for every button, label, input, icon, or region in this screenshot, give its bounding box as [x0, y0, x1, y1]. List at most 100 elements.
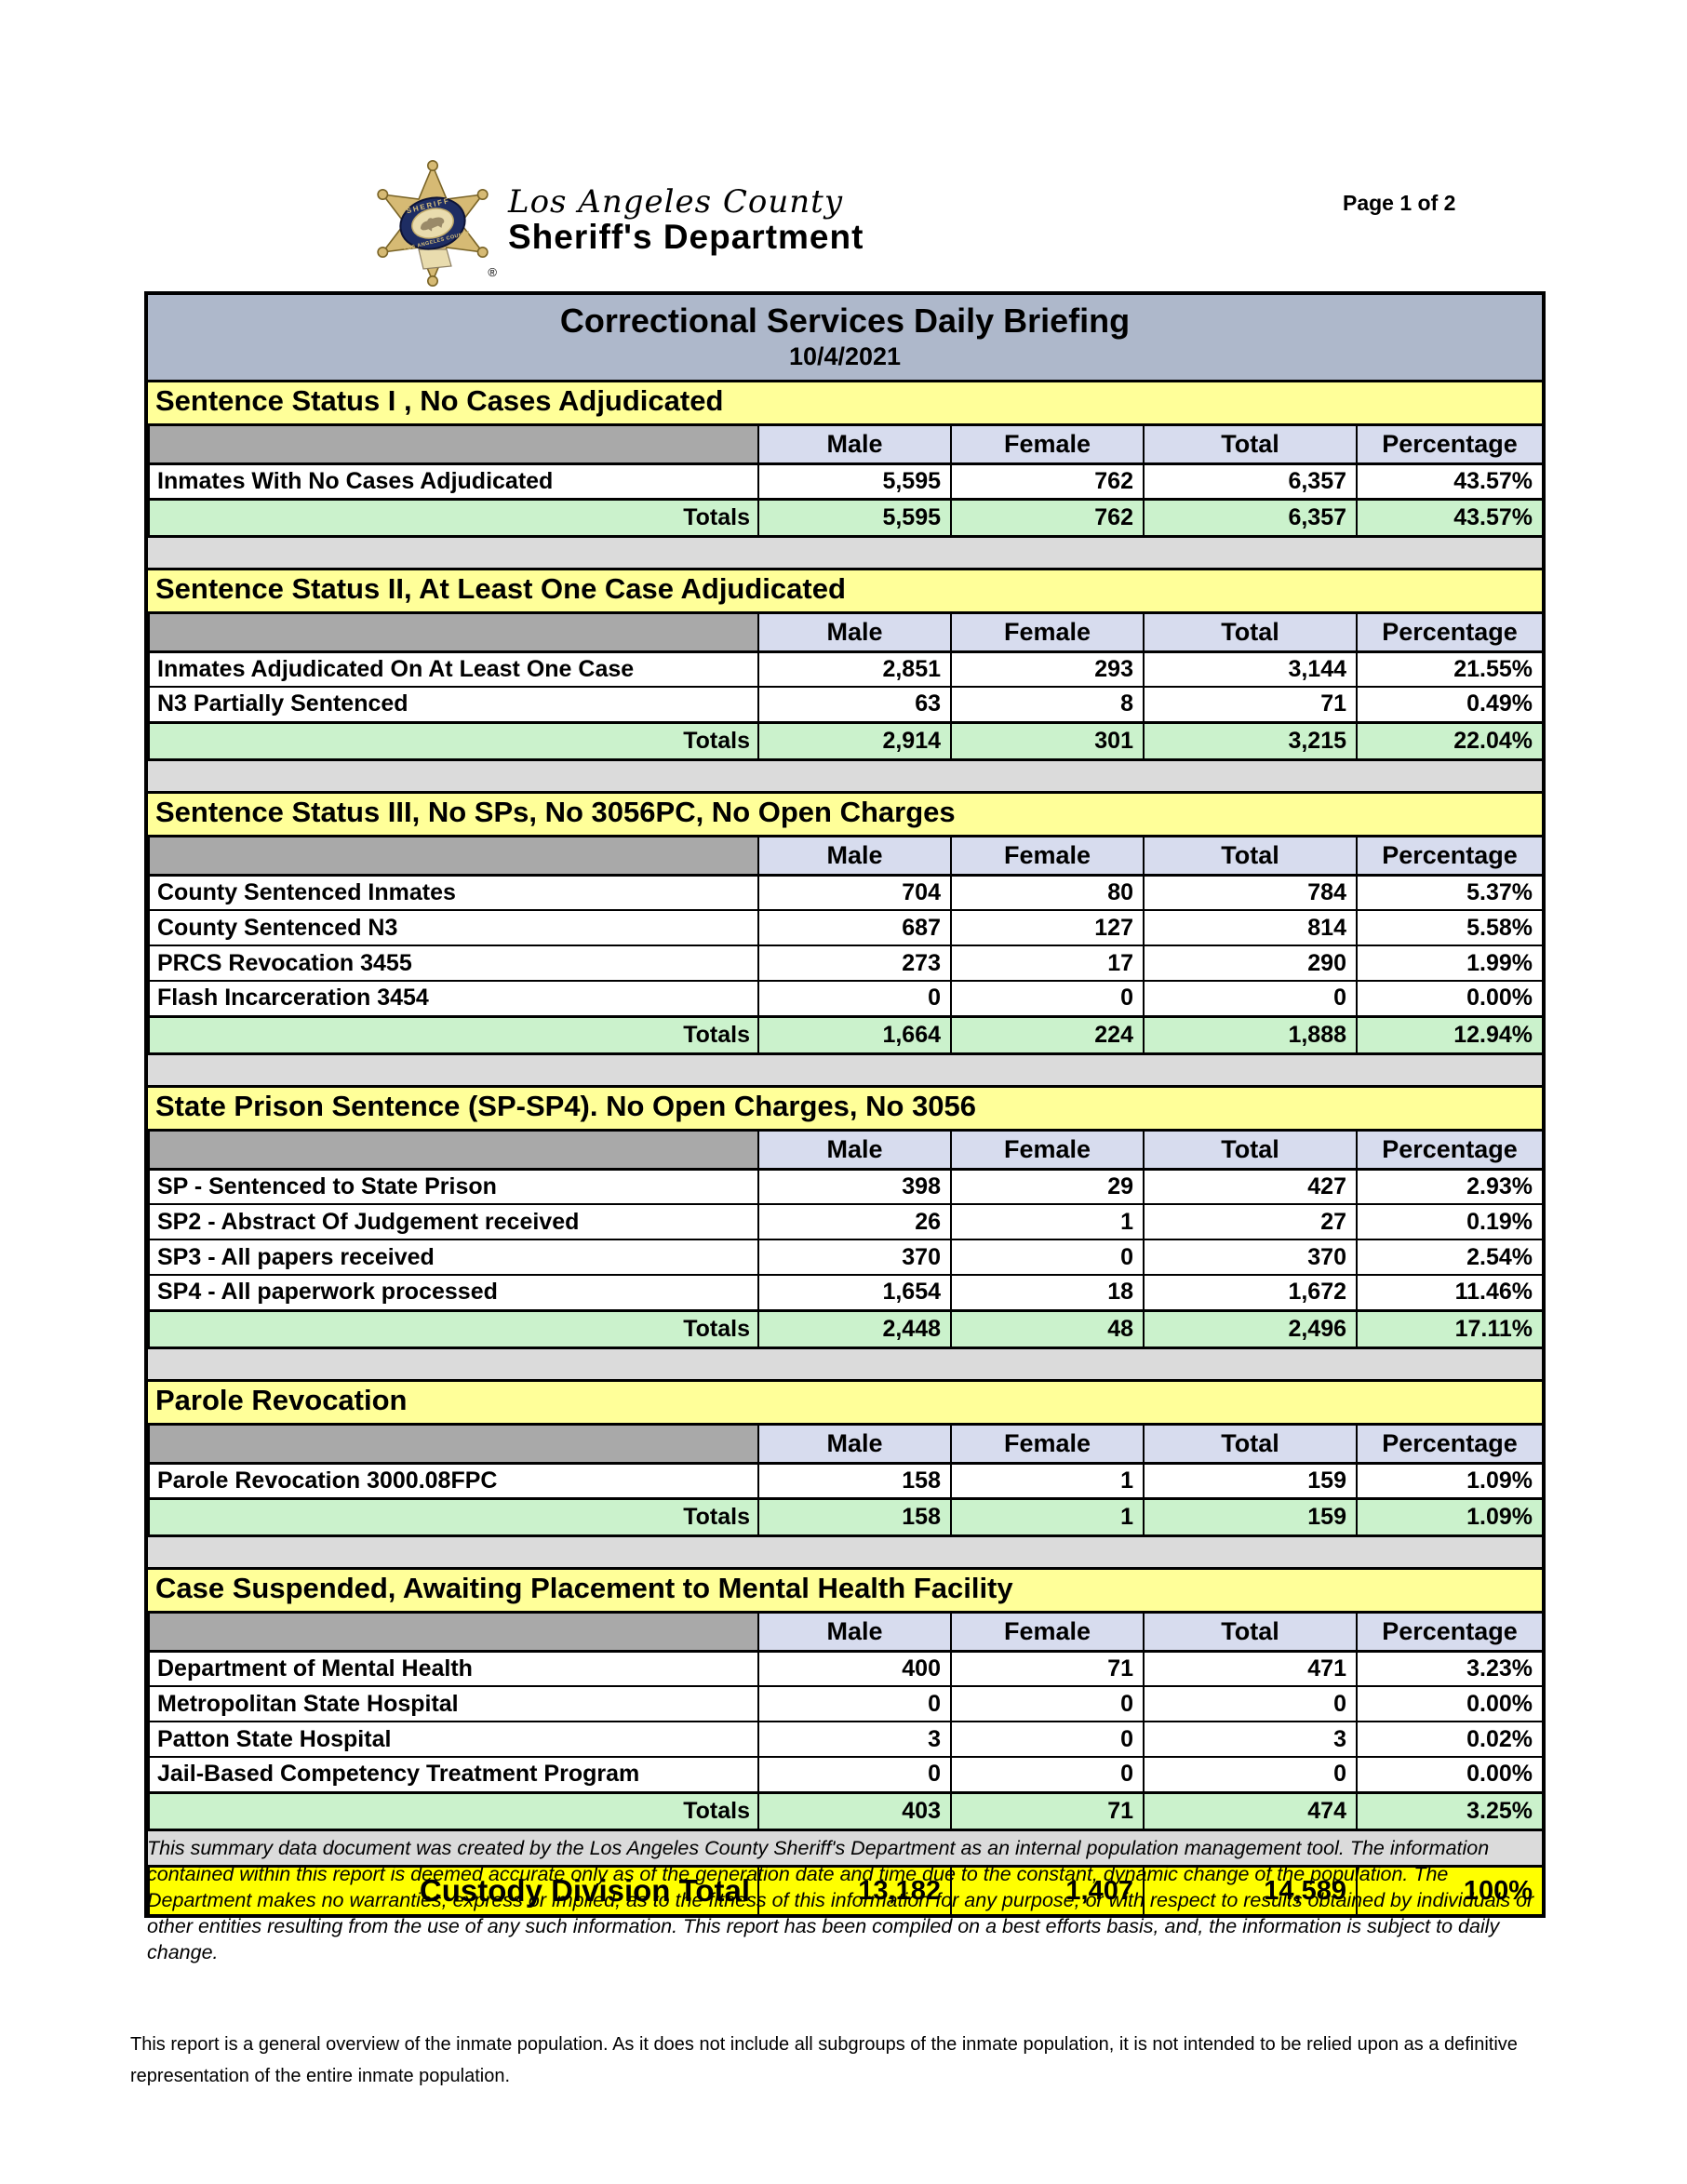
column-header-row: Male Female Total Percentage [148, 614, 1544, 653]
totals-total: 2,496 [1143, 1308, 1358, 1347]
totals-row: Totals 5,595 762 6,357 43.57% [148, 497, 1544, 535]
cell-female: 29 [950, 1168, 1145, 1205]
cell-total: 27 [1143, 1203, 1358, 1240]
totals-male: 2,448 [757, 1308, 952, 1347]
cell-male: 158 [757, 1462, 952, 1499]
col-header-percentage: Percentage [1356, 1614, 1544, 1653]
section-spacer [148, 1347, 1542, 1382]
table-row: Jail-Based Competency Treatment Program … [148, 1756, 1544, 1793]
table-row: Inmates With No Cases Adjudicated 5,595 … [148, 462, 1544, 500]
section-spacer [148, 1829, 1542, 1868]
col-header-total: Total [1143, 837, 1358, 877]
section-table: Male Female Total Percentage SP - Senten… [148, 1132, 1544, 1347]
cell-female: 293 [950, 650, 1145, 688]
totals-male: 1,664 [757, 1014, 952, 1052]
cell-male: 2,851 [757, 650, 952, 688]
cell-female: 80 [950, 874, 1145, 911]
section-sentence-status-1: Sentence Status I , No Cases Adjudicated… [148, 382, 1544, 570]
row-label: County Sentenced N3 [148, 909, 759, 946]
totals-percentage: 17.11% [1356, 1308, 1544, 1347]
column-header-row: Male Female Total Percentage [148, 1426, 1544, 1465]
lasd-logo: SHERIFF LOS ANGELES COUNTY ® Los Angeles… [361, 158, 940, 287]
col-header-female: Female [950, 1132, 1145, 1171]
section-parole-revocation: Parole Revocation Male Female Total Perc… [148, 1382, 1544, 1570]
row-label: Patton State Hospital [148, 1721, 759, 1758]
cell-male: 398 [757, 1168, 952, 1205]
cell-percentage: 0.00% [1356, 1756, 1544, 1793]
totals-female: 71 [950, 1790, 1145, 1829]
cell-female: 1 [950, 1462, 1145, 1499]
table-row: Patton State Hospital 3 0 3 0.02% [148, 1721, 1544, 1758]
cell-female: 0 [950, 980, 1145, 1017]
cell-male: 687 [757, 909, 952, 946]
cell-total: 159 [1143, 1462, 1358, 1499]
totals-label: Totals [148, 1014, 759, 1052]
row-label: Metropolitan State Hospital [148, 1685, 759, 1722]
totals-percentage: 43.57% [1356, 497, 1544, 535]
row-label: SP4 - All paperwork processed [148, 1274, 759, 1311]
totals-total: 3,215 [1143, 720, 1358, 758]
col-header-male: Male [757, 614, 952, 653]
report-title-band: Correctional Services Daily Briefing 10/… [148, 295, 1542, 382]
totals-female: 1 [950, 1496, 1145, 1534]
col-header-corner [148, 837, 759, 877]
table-row: SP - Sentenced to State Prison 398 29 42… [148, 1168, 1544, 1205]
grand-total-female: 1,407 [950, 1868, 1145, 1914]
row-label: County Sentenced Inmates [148, 874, 759, 911]
cell-male: 0 [757, 980, 952, 1017]
totals-row: Totals 1,664 224 1,888 12.94% [148, 1014, 1544, 1052]
cell-male: 1,654 [757, 1274, 952, 1311]
col-header-total: Total [1143, 1132, 1358, 1171]
totals-female: 48 [950, 1308, 1145, 1347]
totals-total: 159 [1143, 1496, 1358, 1534]
cell-female: 0 [950, 1756, 1145, 1793]
table-row: Parole Revocation 3000.08FPC 158 1 159 1… [148, 1462, 1544, 1499]
col-header-corner [148, 1426, 759, 1465]
table-row: Department of Mental Health 400 71 471 3… [148, 1650, 1544, 1687]
column-header-row: Male Female Total Percentage [148, 837, 1544, 877]
section-spacer [148, 535, 1542, 570]
disclaimer-text: This summary data document was created b… [147, 1837, 1534, 1963]
cell-female: 0 [950, 1685, 1145, 1722]
row-label: Inmates With No Cases Adjudicated [148, 462, 759, 500]
table-row: Metropolitan State Hospital 0 0 0 0.00% [148, 1685, 1544, 1722]
row-label: SP - Sentenced to State Prison [148, 1168, 759, 1205]
section-table: Male Female Total Percentage Inmates Wit… [148, 426, 1544, 535]
cell-male: 400 [757, 1650, 952, 1687]
report-date: 10/4/2021 [788, 342, 902, 370]
custody-division-total-row: Custody Division Total 13,182 1,407 14,5… [148, 1868, 1544, 1914]
section-title: Sentence Status III, No SPs, No 3056PC, … [148, 794, 1542, 837]
cell-total: 1,672 [1143, 1274, 1358, 1311]
section-title: State Prison Sentence (SP-SP4). No Open … [148, 1088, 1542, 1132]
section-state-prison-sentence: State Prison Sentence (SP-SP4). No Open … [148, 1088, 1544, 1382]
col-header-corner [148, 1132, 759, 1171]
cell-female: 762 [950, 462, 1145, 500]
section-table: Male Female Total Percentage Parole Revo… [148, 1426, 1544, 1534]
section-case-suspended-mental-health: Case Suspended, Awaiting Placement to Me… [148, 1570, 1544, 1868]
col-header-male: Male [757, 426, 952, 465]
col-header-percentage: Percentage [1356, 837, 1544, 877]
section-sentence-status-3: Sentence Status III, No SPs, No 3056PC, … [148, 794, 1544, 1088]
column-header-row: Male Female Total Percentage [148, 1614, 1544, 1653]
cell-percentage: 0.00% [1356, 1685, 1544, 1722]
col-header-corner [148, 614, 759, 653]
cell-female: 18 [950, 1274, 1145, 1311]
section-spacer [148, 1534, 1542, 1570]
totals-row: Totals 403 71 474 3.25% [148, 1790, 1544, 1829]
totals-label: Totals [148, 1308, 759, 1347]
totals-row: Totals 2,914 301 3,215 22.04% [148, 720, 1544, 758]
row-label: Department of Mental Health [148, 1650, 759, 1687]
row-label: SP2 - Abstract Of Judgement received [148, 1203, 759, 1240]
totals-female: 301 [950, 720, 1145, 758]
totals-female: 762 [950, 497, 1145, 535]
row-label: Jail-Based Competency Treatment Program [148, 1756, 759, 1793]
grand-total-percentage: 100% [1356, 1868, 1544, 1914]
totals-male: 2,914 [757, 720, 952, 758]
cell-percentage: 0.00% [1356, 980, 1544, 1017]
totals-male: 5,595 [757, 497, 952, 535]
section-title: Case Suspended, Awaiting Placement to Me… [148, 1570, 1542, 1614]
section-table: Male Female Total Percentage County Sent… [148, 837, 1544, 1052]
grand-total-total: 14,589 [1143, 1868, 1358, 1914]
cell-female: 0 [950, 1239, 1145, 1276]
